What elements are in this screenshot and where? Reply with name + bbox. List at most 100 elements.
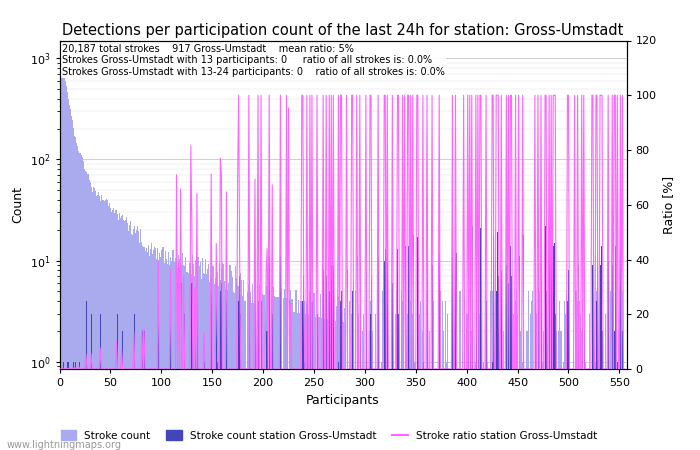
Bar bbox=[261, 305, 262, 450]
Bar bbox=[492, 362, 493, 450]
Bar bbox=[344, 323, 346, 450]
Bar bbox=[234, 266, 236, 450]
Bar bbox=[375, 314, 376, 450]
Bar bbox=[228, 283, 230, 450]
Bar bbox=[495, 301, 496, 450]
Bar bbox=[69, 105, 70, 450]
Bar bbox=[257, 285, 258, 450]
Bar bbox=[541, 230, 542, 450]
Bar bbox=[180, 252, 181, 450]
Bar bbox=[163, 247, 164, 450]
Bar bbox=[197, 257, 198, 450]
Bar bbox=[492, 291, 493, 450]
Bar bbox=[297, 313, 298, 450]
Bar bbox=[555, 314, 556, 450]
Bar bbox=[108, 206, 109, 450]
Bar bbox=[597, 249, 598, 450]
Bar bbox=[176, 283, 178, 450]
Bar bbox=[342, 323, 344, 450]
Bar bbox=[79, 153, 80, 450]
Bar bbox=[230, 270, 232, 450]
Bar bbox=[78, 151, 79, 450]
Bar bbox=[97, 194, 98, 450]
Bar bbox=[452, 314, 454, 450]
Bar bbox=[481, 224, 482, 450]
Bar bbox=[620, 314, 622, 450]
Bar bbox=[199, 266, 200, 450]
Bar bbox=[599, 291, 600, 450]
Bar bbox=[120, 216, 122, 450]
Bar bbox=[615, 331, 616, 450]
Bar bbox=[384, 261, 385, 450]
Bar bbox=[607, 314, 608, 450]
Bar bbox=[239, 314, 241, 450]
Bar bbox=[370, 314, 371, 450]
Bar bbox=[393, 362, 394, 450]
Bar bbox=[263, 295, 264, 450]
Bar bbox=[172, 250, 174, 450]
Bar bbox=[346, 270, 348, 450]
Bar bbox=[592, 362, 593, 450]
Bar bbox=[553, 291, 554, 450]
Bar bbox=[262, 294, 263, 450]
Bar bbox=[329, 320, 330, 450]
Bar bbox=[395, 314, 396, 450]
Bar bbox=[600, 266, 601, 450]
Bar bbox=[149, 256, 150, 450]
Bar bbox=[595, 362, 596, 450]
Bar bbox=[351, 331, 353, 450]
Bar bbox=[208, 264, 209, 450]
Bar bbox=[146, 248, 147, 450]
Bar bbox=[88, 174, 89, 450]
Bar bbox=[338, 296, 339, 450]
Bar bbox=[195, 314, 196, 450]
Bar bbox=[414, 362, 415, 450]
Bar bbox=[331, 320, 332, 450]
Bar bbox=[273, 288, 274, 450]
Bar bbox=[418, 291, 419, 450]
Bar bbox=[329, 291, 330, 450]
Bar bbox=[111, 212, 113, 450]
Bar bbox=[413, 331, 414, 450]
Bar bbox=[116, 314, 118, 450]
Y-axis label: Count: Count bbox=[11, 186, 25, 223]
Bar bbox=[303, 291, 304, 450]
Bar bbox=[261, 301, 262, 450]
Bar bbox=[302, 301, 303, 450]
Bar bbox=[106, 199, 107, 450]
Bar bbox=[90, 182, 91, 450]
Bar bbox=[216, 267, 217, 450]
Bar bbox=[302, 314, 303, 450]
Bar bbox=[402, 331, 404, 450]
Bar bbox=[568, 301, 570, 450]
Bar bbox=[577, 301, 578, 450]
Bar bbox=[340, 301, 342, 450]
Bar bbox=[506, 266, 507, 450]
Bar bbox=[226, 301, 228, 450]
Bar bbox=[66, 362, 68, 450]
Bar bbox=[204, 274, 205, 450]
Bar bbox=[80, 153, 81, 450]
Bar bbox=[191, 274, 192, 450]
Bar bbox=[561, 331, 562, 450]
Bar bbox=[551, 331, 552, 450]
Bar bbox=[357, 314, 358, 450]
Bar bbox=[217, 272, 218, 450]
Bar bbox=[219, 263, 220, 450]
Bar bbox=[99, 196, 100, 450]
Text: 20,187 total strokes    917 Gross-Umstadt    mean ratio: 5%
Strokes Gross-Umstad: 20,187 total strokes 917 Gross-Umstadt m… bbox=[62, 44, 445, 77]
Bar bbox=[490, 291, 491, 450]
Bar bbox=[601, 246, 602, 450]
Bar bbox=[551, 222, 552, 450]
Bar bbox=[433, 301, 434, 450]
Bar bbox=[371, 276, 372, 450]
Bar bbox=[515, 291, 517, 450]
Bar bbox=[597, 331, 598, 450]
Bar bbox=[241, 296, 243, 450]
Bar bbox=[105, 200, 106, 450]
Bar bbox=[620, 246, 622, 450]
Bar bbox=[211, 276, 212, 450]
Bar bbox=[349, 362, 351, 450]
Bar bbox=[210, 283, 211, 450]
Bar bbox=[384, 301, 385, 450]
